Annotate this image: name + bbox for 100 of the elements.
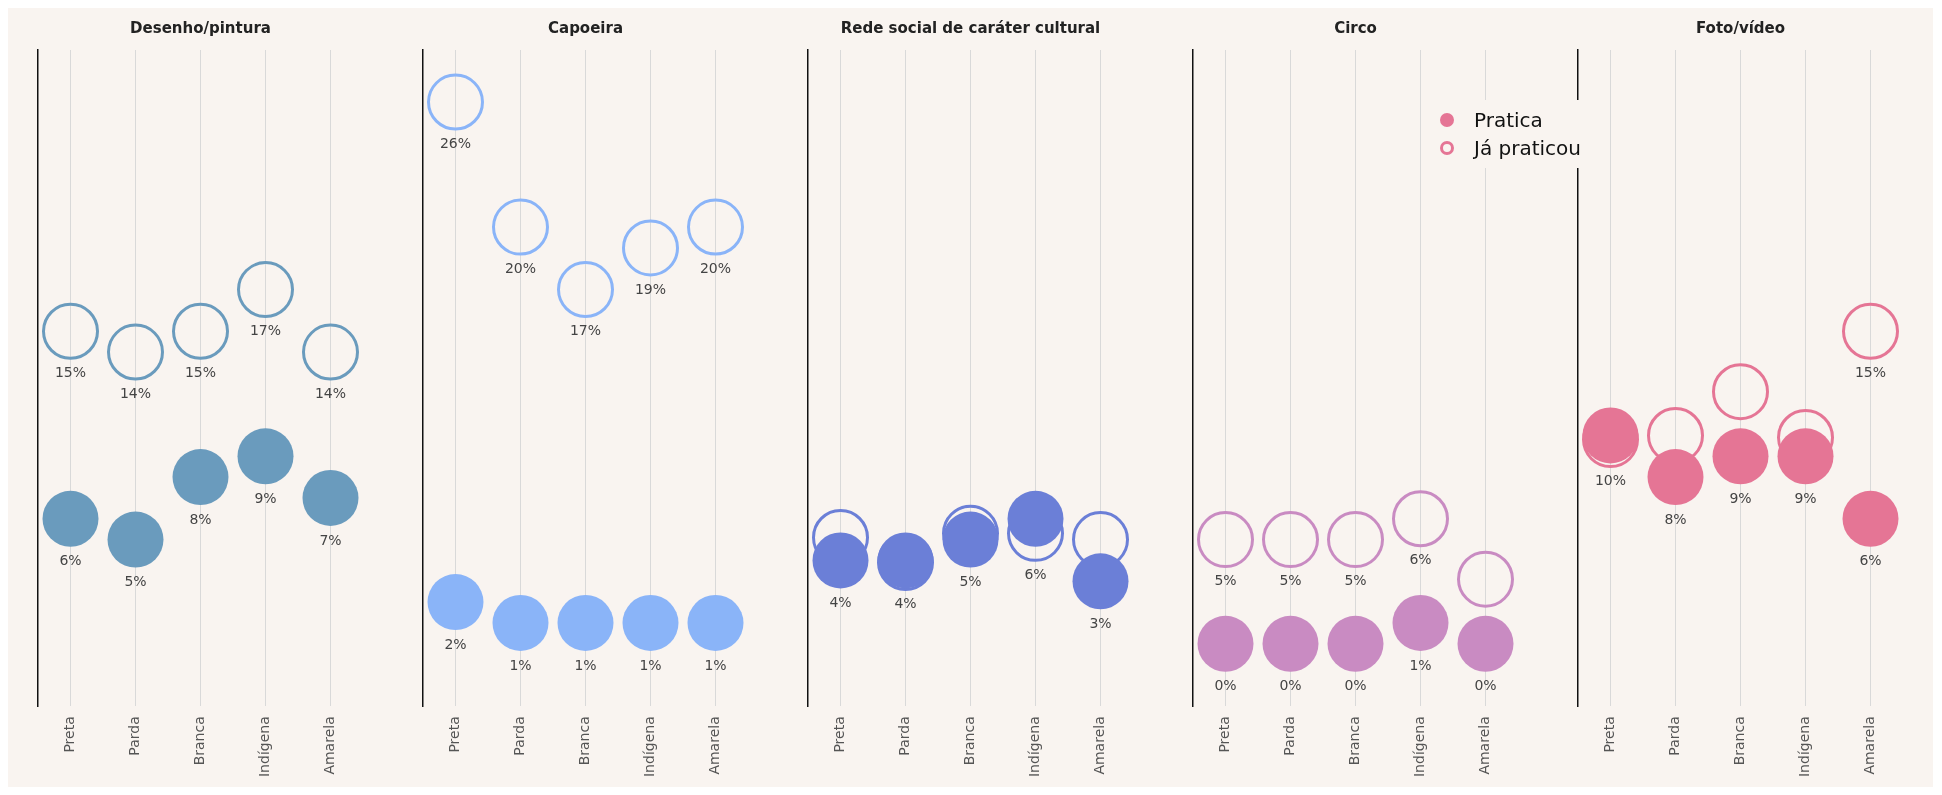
x-tick-label: Branca [576,716,593,766]
data-label: 20% [504,259,537,276]
data-label: 15% [54,363,87,380]
data-label: 7% [319,531,342,548]
point [1197,511,1254,569]
data-label: 1% [1409,656,1432,673]
point [42,302,99,360]
data-label: 17% [569,322,602,339]
x-tick-label: Parda [896,716,913,756]
x-tick-label: Preta [1216,716,1233,753]
point [622,594,679,651]
point [557,261,614,319]
data-label: 1% [704,656,727,673]
x-tick-label: Amarela [1091,716,1108,775]
data-label: 8% [1664,510,1687,527]
point [1647,449,1704,506]
x-tick-label: Parda [511,716,528,756]
point [172,302,229,360]
x-tick-label: Indígena [1411,716,1428,777]
point [107,323,164,381]
point [1842,302,1899,360]
point [1392,490,1449,548]
point [42,490,99,547]
point [237,261,294,319]
data-label: 9% [1729,489,1752,506]
data-label: 15% [184,363,217,380]
data-label: 8% [189,510,212,527]
data-label: 0% [1344,677,1367,694]
point [1327,615,1384,672]
data-label: 5% [1344,572,1367,589]
point [172,449,229,506]
point [492,198,549,256]
point [812,532,869,589]
x-tick-label: Amarela [1476,716,1493,775]
data-label: 0% [1279,677,1302,694]
x-tick-label: Branca [1346,716,1363,766]
point [302,469,359,526]
point [1392,594,1449,651]
chart-title: Rede social de caráter cultural [840,18,1101,37]
x-tick-label: Preta [61,716,78,753]
point [237,428,294,485]
legend-label: Pratica [1474,107,1543,134]
data-label: 6% [1859,552,1882,569]
data-label: 1% [639,656,662,673]
x-tick-label: Preta [446,716,463,753]
point [492,594,549,651]
x-tick-label: Parda [1281,716,1298,756]
point [427,574,484,631]
data-label: 0% [1214,677,1237,694]
x-tick-label: Branca [191,716,208,766]
x-tick-label: Indígena [1796,716,1813,777]
data-label: 19% [634,280,667,297]
data-label: 5% [1214,572,1237,589]
legend-label: Já praticou [1474,135,1581,162]
x-tick-label: Preta [831,716,848,753]
point [1197,615,1254,672]
data-label: 1% [509,656,532,673]
point [1262,511,1319,569]
x-tick-label: Parda [126,716,143,756]
data-label: 2% [444,635,467,652]
x-tick-label: Indígena [641,716,658,777]
data-label: 4% [894,595,917,612]
data-label: 9% [254,489,277,506]
point [1457,550,1514,608]
data-label: 9% [1794,489,1817,506]
data-label: 3% [1089,614,1112,631]
point [622,219,679,277]
data-label: 1% [574,656,597,673]
point [302,323,359,381]
x-tick-label: Amarela [321,716,338,775]
data-label: 15% [1854,363,1887,380]
point [427,73,484,131]
data-label: 5% [1279,572,1302,589]
data-label: 26% [439,134,472,151]
point [1262,615,1319,672]
chart-title: Circo [1334,18,1377,37]
point [942,511,999,568]
data-label: 6% [1409,551,1432,568]
data-label: 14% [314,384,347,401]
data-label: 4% [829,594,852,611]
point [1007,490,1064,547]
chart-title: Capoeira [547,18,624,37]
data-label: 20% [699,259,732,276]
chart-title: Desenho/pintura [130,18,271,37]
data-label: 5% [959,573,982,590]
x-tick-label: Indígena [1026,716,1043,777]
data-label: 0% [1474,677,1497,694]
data-label: 6% [59,552,82,569]
point [1842,490,1899,547]
point [1712,363,1769,421]
point [1327,511,1384,569]
point [1712,428,1769,485]
point [107,511,164,568]
point [557,594,614,651]
x-tick-label: Branca [961,716,978,766]
x-tick-label: Indígena [256,716,273,777]
x-tick-label: Preta [1601,716,1618,753]
chart-title: Foto/vídeo [1695,18,1786,37]
x-tick-label: Branca [1731,716,1748,766]
data-label: 5% [124,573,147,590]
